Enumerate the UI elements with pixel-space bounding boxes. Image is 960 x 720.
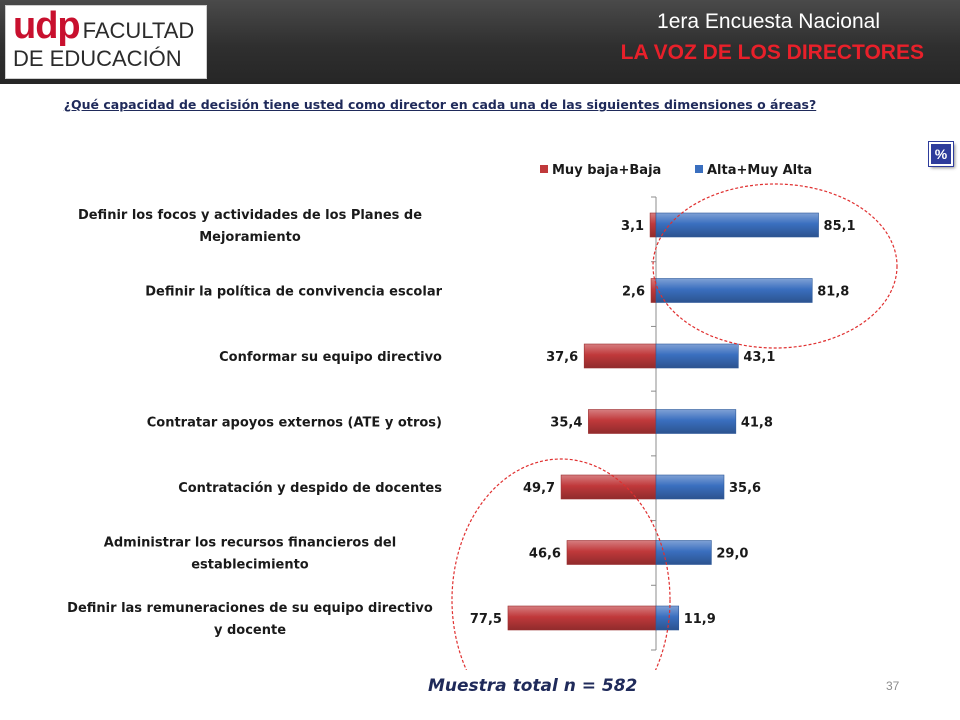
category-label-2-0: Conformar su equipo directivo xyxy=(219,350,442,365)
bar-high-0 xyxy=(655,212,819,238)
survey-question: ¿Qué capacidad de decisión tiene usted c… xyxy=(63,97,817,112)
bar-high-1 xyxy=(655,278,813,303)
bar-low-0 xyxy=(649,212,657,238)
highlight-circle-1 xyxy=(451,458,671,670)
bar-low-4 xyxy=(560,474,657,500)
logo-udp-text: udp xyxy=(13,5,81,47)
header-bar: udp FACULTAD DE EDUCACIÓN 1era Encuesta N… xyxy=(0,0,960,84)
category-label-4-0: Contratación y despido de docentes xyxy=(178,481,442,496)
value-label-high-4: 35,6 xyxy=(729,481,761,496)
bar-low-3 xyxy=(588,409,657,434)
logo-education-text: DE EDUCACIÓN xyxy=(13,46,182,71)
survey-title: 1era Encuesta Nacional xyxy=(657,10,880,33)
highlight-circle-0 xyxy=(652,183,898,349)
legend-swatch-0 xyxy=(540,165,548,173)
sample-size-label: Muestra total n = 582 xyxy=(428,676,638,696)
bar-low-5 xyxy=(566,540,657,565)
legend-swatch-1 xyxy=(695,165,703,173)
bar-high-5 xyxy=(655,540,712,565)
category-label-5-0: Administrar los recursos financieros del xyxy=(104,536,396,551)
diverging-bar-chart: Muy baja+Baja Alta+Muy Alta 3,1 85,1 Definir… xyxy=(67,163,898,670)
bar-high-4 xyxy=(655,474,725,500)
bar-high-6 xyxy=(655,605,680,631)
bar-high-2 xyxy=(655,343,739,369)
udp-logo: udp FACULTAD DE EDUCACIÓN xyxy=(5,5,207,79)
value-label-low-4: 49,7 xyxy=(523,481,555,496)
survey-subtitle: LA VOZ DE LOS DIRECTORES xyxy=(620,41,924,64)
value-label-low-0: 3,1 xyxy=(621,219,644,234)
logo-top-line: udp FACULTAD xyxy=(13,7,195,50)
legend-label-0: Muy baja+Baja xyxy=(552,163,661,178)
value-label-low-1: 2,6 xyxy=(622,285,645,300)
value-label-low-3: 35,4 xyxy=(550,416,582,431)
page-number: 37 xyxy=(886,679,900,693)
category-label-0-0: Definir los focos y actividades de los P… xyxy=(78,208,422,223)
value-label-high-5: 29,0 xyxy=(716,547,748,562)
bar-high-3 xyxy=(655,409,737,434)
category-label-6-0: Definir las remuneraciones de su equipo … xyxy=(67,601,433,616)
value-label-high-2: 43,1 xyxy=(743,350,775,365)
category-label-0-1: Mejoramiento xyxy=(199,230,301,245)
category-label-5-1: establecimiento xyxy=(191,558,309,573)
category-label-6-1: y docente xyxy=(214,623,286,638)
bar-low-2 xyxy=(583,343,657,369)
value-label-high-1: 81,8 xyxy=(817,285,849,300)
value-label-high-6: 11,9 xyxy=(684,612,716,627)
category-label-3-0: Contratar apoyos externos (ATE y otros) xyxy=(147,416,442,431)
bar-low-6 xyxy=(507,605,657,631)
logo-faculty-text: FACULTAD xyxy=(82,18,195,43)
percent-badge: % xyxy=(929,142,953,166)
value-label-low-2: 37,6 xyxy=(546,350,578,365)
value-label-high-0: 85,1 xyxy=(824,219,856,234)
legend-label-1: Alta+Muy Alta xyxy=(707,163,812,178)
value-label-high-3: 41,8 xyxy=(741,416,773,431)
value-label-low-5: 46,6 xyxy=(529,547,561,562)
value-label-low-6: 77,5 xyxy=(470,612,502,627)
category-label-1-0: Definir la política de convivencia escol… xyxy=(145,285,442,300)
